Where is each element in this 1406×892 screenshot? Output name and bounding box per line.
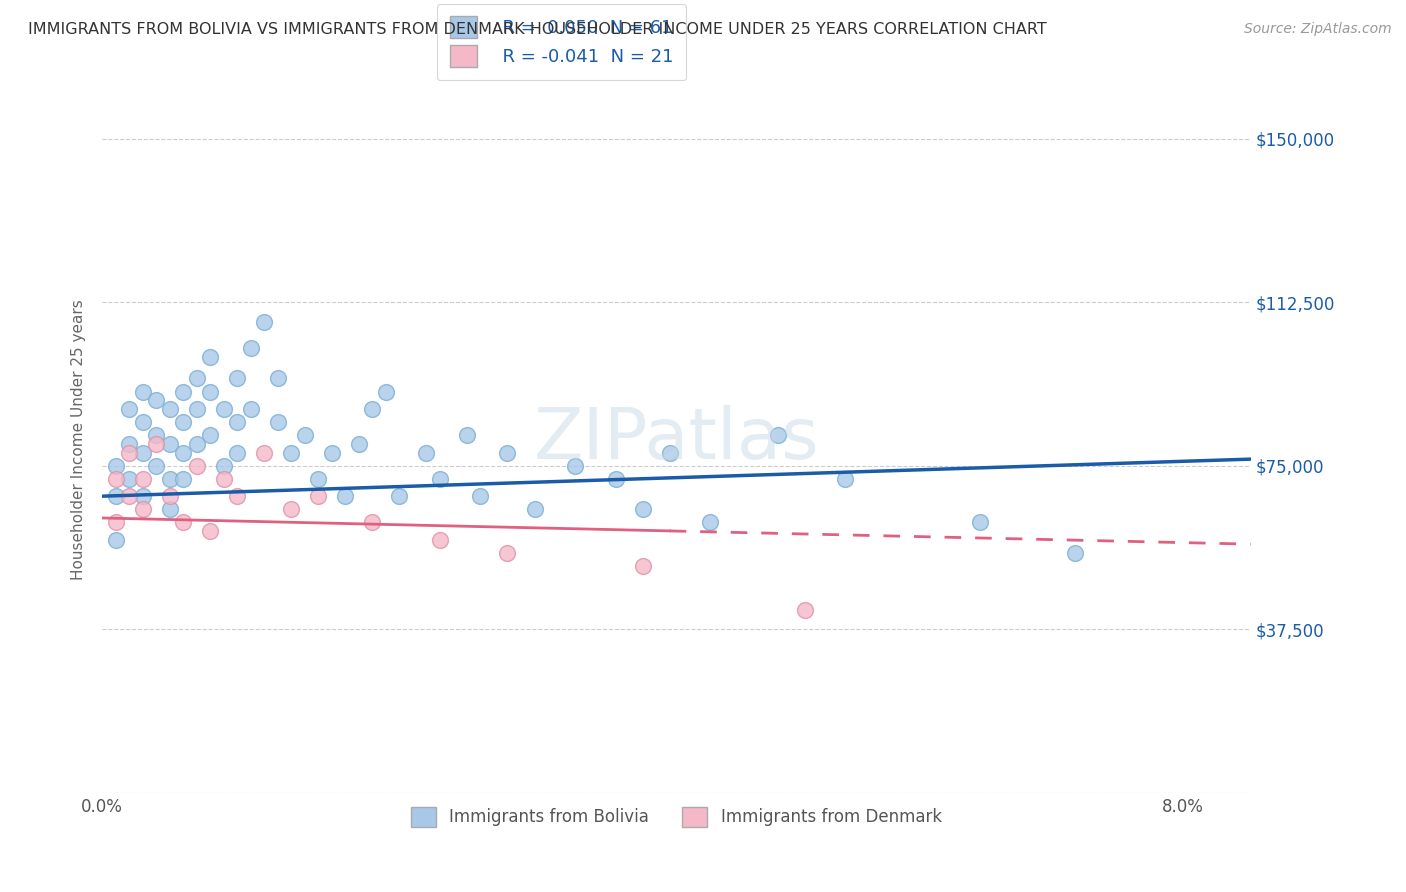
Point bbox=[186, 371, 208, 385]
Point bbox=[104, 458, 127, 473]
Point bbox=[415, 445, 437, 459]
Point bbox=[267, 415, 290, 429]
Text: ZIPatlas: ZIPatlas bbox=[533, 405, 820, 474]
Point bbox=[159, 489, 181, 503]
Point bbox=[159, 402, 181, 417]
Point bbox=[186, 458, 208, 473]
Point bbox=[145, 428, 167, 442]
Point bbox=[200, 524, 222, 538]
Point bbox=[159, 472, 181, 486]
Point bbox=[429, 472, 451, 486]
Point bbox=[226, 489, 249, 503]
Point bbox=[280, 502, 302, 516]
Point bbox=[200, 428, 222, 442]
Point bbox=[388, 489, 411, 503]
Point bbox=[145, 458, 167, 473]
Point bbox=[239, 402, 262, 417]
Point bbox=[793, 602, 815, 616]
Point bbox=[699, 516, 721, 530]
Point bbox=[118, 445, 141, 459]
Point bbox=[226, 371, 249, 385]
Point bbox=[280, 445, 302, 459]
Text: Source: ZipAtlas.com: Source: ZipAtlas.com bbox=[1244, 22, 1392, 37]
Point bbox=[159, 502, 181, 516]
Point bbox=[456, 428, 478, 442]
Point bbox=[132, 415, 155, 429]
Point bbox=[104, 489, 127, 503]
Point bbox=[118, 472, 141, 486]
Point bbox=[631, 558, 654, 573]
Point bbox=[253, 315, 276, 329]
Point bbox=[294, 428, 316, 442]
Point bbox=[496, 546, 519, 560]
Point bbox=[172, 445, 194, 459]
Point bbox=[132, 445, 155, 459]
Point bbox=[658, 445, 681, 459]
Point bbox=[605, 472, 627, 486]
Point bbox=[226, 415, 249, 429]
Point bbox=[172, 415, 194, 429]
Point bbox=[307, 472, 329, 486]
Point bbox=[104, 472, 127, 486]
Point bbox=[172, 516, 194, 530]
Point bbox=[145, 393, 167, 408]
Point bbox=[212, 458, 235, 473]
Point bbox=[253, 445, 276, 459]
Point bbox=[159, 437, 181, 451]
Point bbox=[118, 437, 141, 451]
Point bbox=[361, 402, 384, 417]
Point bbox=[172, 472, 194, 486]
Y-axis label: Householder Income Under 25 years: Householder Income Under 25 years bbox=[72, 299, 86, 580]
Point bbox=[631, 502, 654, 516]
Point bbox=[1064, 546, 1087, 560]
Point bbox=[118, 402, 141, 417]
Point bbox=[429, 533, 451, 547]
Point bbox=[267, 371, 290, 385]
Point bbox=[470, 489, 492, 503]
Point bbox=[335, 489, 357, 503]
Point bbox=[496, 445, 519, 459]
Legend: Immigrants from Bolivia, Immigrants from Denmark: Immigrants from Bolivia, Immigrants from… bbox=[404, 800, 949, 834]
Point bbox=[200, 384, 222, 399]
Point bbox=[523, 502, 546, 516]
Point bbox=[132, 489, 155, 503]
Point bbox=[186, 437, 208, 451]
Point bbox=[226, 445, 249, 459]
Point bbox=[132, 472, 155, 486]
Point bbox=[766, 428, 789, 442]
Point bbox=[104, 533, 127, 547]
Point bbox=[834, 472, 856, 486]
Point bbox=[347, 437, 370, 451]
Point bbox=[200, 350, 222, 364]
Point bbox=[118, 489, 141, 503]
Point bbox=[374, 384, 396, 399]
Point bbox=[969, 516, 991, 530]
Point bbox=[132, 384, 155, 399]
Point bbox=[132, 502, 155, 516]
Point bbox=[104, 516, 127, 530]
Point bbox=[212, 472, 235, 486]
Point bbox=[239, 341, 262, 355]
Point bbox=[186, 402, 208, 417]
Point bbox=[212, 402, 235, 417]
Point bbox=[307, 489, 329, 503]
Point bbox=[145, 437, 167, 451]
Point bbox=[564, 458, 586, 473]
Point bbox=[361, 516, 384, 530]
Point bbox=[172, 384, 194, 399]
Point bbox=[321, 445, 343, 459]
Text: IMMIGRANTS FROM BOLIVIA VS IMMIGRANTS FROM DENMARK HOUSEHOLDER INCOME UNDER 25 Y: IMMIGRANTS FROM BOLIVIA VS IMMIGRANTS FR… bbox=[28, 22, 1047, 37]
